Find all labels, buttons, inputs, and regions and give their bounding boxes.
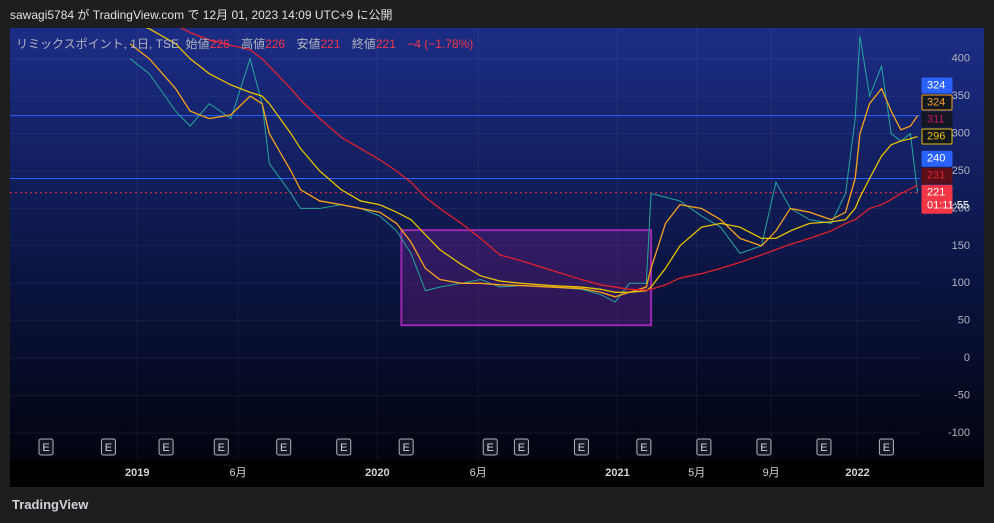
range-box [400,229,653,327]
earnings-marker [276,438,292,456]
x-tick-label: 5月 [688,467,705,479]
y-tick-label: 350 [952,90,970,102]
earnings-marker [573,438,589,456]
open: 226 [209,37,230,51]
price-tag-label: 311 [927,113,945,125]
legend: リミックスポイント, 1日, TSE 始値226 高値226 安値221 終値2… [16,35,481,52]
price-tag-label: 324 [927,79,945,91]
price-tag-label: 231 [927,170,945,182]
price-tag [921,111,953,128]
x-tick-label: 2022 [845,467,869,479]
price-tag [921,150,953,167]
earnings-label: E [760,442,767,454]
earnings-label: E [518,442,525,454]
y-tick-label: 0 [964,352,970,364]
earnings-marker [878,438,894,456]
y-tick-label: 200 [952,202,970,214]
y-tick-label: 400 [952,53,970,65]
plot-background [10,28,984,460]
earnings-label: E [105,442,112,454]
y-tick-label: -100 [948,427,970,439]
earnings-label: E [700,442,707,454]
y-tick-label: 100 [952,277,970,289]
earnings-label: E [578,442,585,454]
earnings-marker [100,438,116,456]
y-tick-label: 250 [952,165,970,177]
price-tag-label: 324 [927,96,945,108]
earnings-marker [398,438,414,456]
earnings-label: E [487,442,494,454]
earnings-marker [158,438,174,456]
change: −4 (−1.78%) [407,37,474,51]
close-label: 終値 [351,37,376,51]
x-tick-label: 2019 [125,467,149,479]
y-tick-label: -50 [954,390,970,402]
earnings-label: E [340,442,347,454]
price-tag [921,77,953,94]
high-label: 高値 [241,37,266,51]
price-tag [921,184,953,214]
earnings-label: E [403,442,410,454]
price-tag-label: 240 [927,153,945,165]
symbol: リミックスポイント, 1日, TSE [16,37,179,51]
earnings-marker [756,438,772,456]
countdown: 01:11:55 [927,200,969,212]
earnings-marker [213,438,229,456]
series-line [129,43,919,298]
series-line [180,28,918,291]
earnings-marker [38,438,54,456]
y-tick-label: 150 [952,240,970,252]
earnings-marker [482,438,498,456]
footer-logo: TradingView [12,497,89,512]
series-line [145,28,918,293]
earnings-marker [513,438,529,456]
x-tick-label: 2021 [605,467,629,479]
price-tag [921,128,953,145]
earnings-label: E [42,442,49,454]
publish-header: sawagi5784 が TradingView.com で 12月 01, 2… [10,8,393,22]
price-tag [921,167,953,184]
price-tag-label: 296 [927,130,945,142]
time-axis-background [10,460,984,487]
x-tick-label: 6月 [230,467,247,479]
earnings-marker [336,438,352,456]
high: 226 [265,37,286,51]
earnings-label: E [162,442,169,454]
earnings-marker [816,438,832,456]
earnings-marker [696,438,712,456]
x-tick-label: 2020 [365,467,389,479]
series-line [129,36,919,303]
earnings-label: E [640,442,647,454]
earnings-label: E [820,442,827,454]
open-label: 始値 [185,37,210,51]
price-tag-label: 221 [927,187,945,199]
low: 221 [320,37,341,51]
earnings-marker [636,438,652,456]
y-tick-label: 50 [958,315,970,327]
earnings-label: E [883,442,890,454]
price-tag [921,94,953,111]
chart: E E E E E E E E E E E E E E E -100 -50 0 50 100 150 200 250 30… [10,28,984,487]
x-tick-label: 9月 [763,467,780,479]
y-tick-label: 300 [952,127,970,139]
x-tick-label: 6月 [470,467,487,479]
low-label: 安値 [296,37,321,51]
earnings-label: E [280,442,287,454]
earnings-label: E [218,442,225,454]
close: 221 [375,37,396,51]
